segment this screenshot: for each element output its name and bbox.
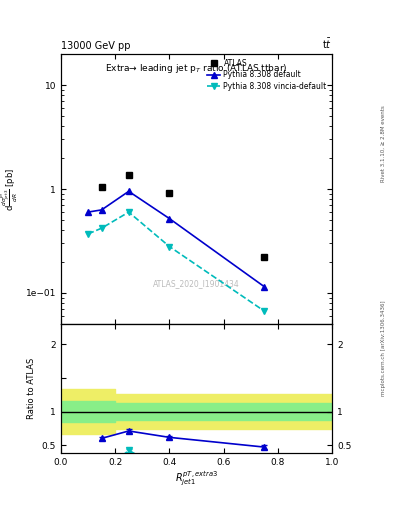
Pythia 8.308 vincia-default [126,209,131,215]
Pythia 8.308 default [167,216,172,222]
Legend: ATLAS, Pythia 8.308 default, Pythia 8.308 vincia-default: ATLAS, Pythia 8.308 default, Pythia 8.30… [205,57,328,92]
Pythia 8.308 default [262,284,266,290]
Text: ATLAS_2020_I1901434: ATLAS_2020_I1901434 [153,279,240,288]
ATLAS [99,184,104,190]
Text: 13000 GeV pp: 13000 GeV pp [61,41,130,51]
Pythia 8.308 default [99,207,104,213]
Pythia 8.308 vincia-default [167,243,172,249]
Text: Rivet 3.1.10, ≥ 2.8M events: Rivet 3.1.10, ≥ 2.8M events [381,105,386,182]
X-axis label: $R_{jet1}^{pT,extra3}$: $R_{jet1}^{pT,extra3}$ [175,470,218,488]
Pythia 8.308 vincia-default [262,308,266,314]
Pythia 8.308 vincia-default [99,225,104,231]
Y-axis label: Ratio to ATLAS: Ratio to ATLAS [27,358,36,419]
ATLAS [167,190,172,196]
Text: mcplots.cern.ch [arXiv:1306.3436]: mcplots.cern.ch [arXiv:1306.3436] [381,301,386,396]
Pythia 8.308 default [86,209,90,215]
Line: Pythia 8.308 default: Pythia 8.308 default [85,188,267,290]
Text: t$\bar{t}$: t$\bar{t}$ [322,37,332,51]
ATLAS [126,173,131,179]
Pythia 8.308 default [126,188,131,195]
Text: Extra→ leading jet p$_T$ ratio (ATLAS ttbar): Extra→ leading jet p$_T$ ratio (ATLAS tt… [105,62,288,75]
ATLAS [262,254,266,261]
Y-axis label: d$\frac{d\sigma_{jet3}^{pT}}{dR}$ [pb]: d$\frac{d\sigma_{jet3}^{pT}}{dR}$ [pb] [0,167,20,210]
Pythia 8.308 vincia-default [86,231,90,237]
Line: Pythia 8.308 vincia-default: Pythia 8.308 vincia-default [85,209,267,314]
Line: ATLAS: ATLAS [99,173,267,261]
